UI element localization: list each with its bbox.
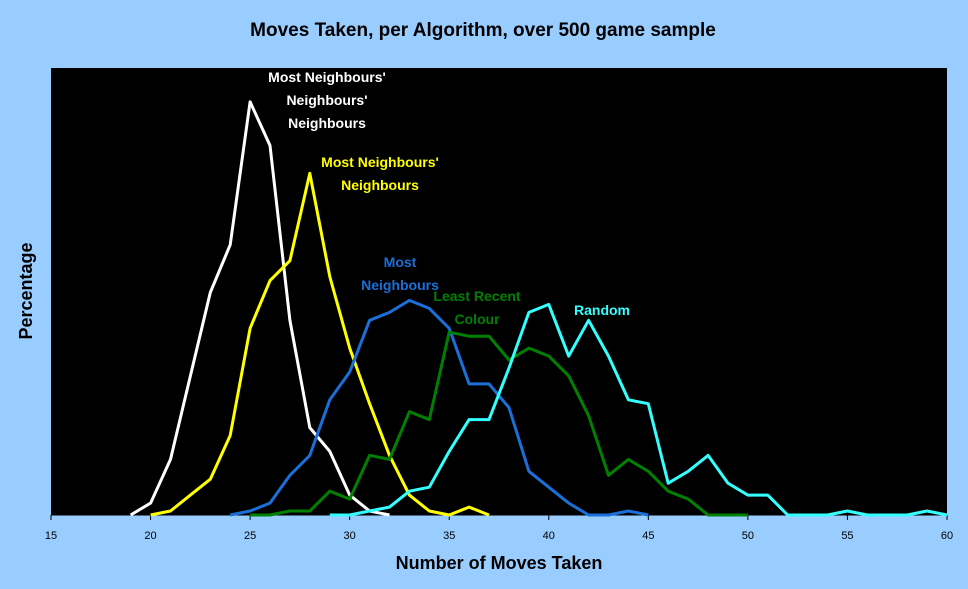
series-label-least-recent-colour: Least Recent (433, 288, 520, 304)
series-label-most-neighbours-neighbours-neighbours: Most Neighbours' (268, 69, 386, 85)
series-line-most-neighbours-neighbours-neighbours (129, 100, 390, 517)
x-tick-label: 25 (244, 530, 256, 542)
series-line-most-neighbours (229, 298, 649, 517)
series-label-most-neighbours-neighbours: Neighbours (341, 177, 419, 193)
series-labels: Most Neighbours' Neighbours' Neighbours Mos… (268, 69, 630, 327)
x-tick-label: 50 (742, 530, 754, 542)
x-axis-label: Number of Moves Taken (396, 553, 603, 573)
x-tick-label: 30 (344, 530, 356, 542)
x-tick-label: 35 (443, 530, 455, 542)
series-label-most-neighbours-neighbours-neighbours: Neighbours (288, 115, 366, 131)
series-line-random (329, 302, 948, 517)
series-lines (129, 100, 948, 517)
y-axis-label: Percentage (16, 242, 36, 339)
x-tick-label: 20 (144, 530, 156, 542)
plot-area (51, 68, 947, 515)
series-label-most-neighbours: Neighbours (361, 277, 439, 293)
x-tick-label: 60 (941, 530, 953, 542)
series-line-most-neighbours-neighbours (150, 171, 490, 517)
series-label-most-neighbours: Most (384, 254, 417, 270)
series-label-most-neighbours-neighbours: Most Neighbours' (321, 154, 439, 170)
series-label-random: Random (574, 302, 630, 318)
series-label-least-recent-colour: Colour (454, 311, 500, 327)
x-axis: 15 20 25 30 35 40 45 50 55 60 (45, 514, 953, 542)
x-tick-label: 45 (642, 530, 654, 542)
series-label-most-neighbours-neighbours-neighbours: Neighbours' (286, 92, 367, 108)
x-tick-label: 15 (45, 530, 57, 542)
series-line-least-recent-colour (250, 330, 748, 517)
chart-title: Moves Taken, per Algorithm, over 500 gam… (250, 20, 716, 41)
x-tick-label: 55 (841, 530, 853, 542)
x-tick-label: 40 (543, 530, 555, 542)
